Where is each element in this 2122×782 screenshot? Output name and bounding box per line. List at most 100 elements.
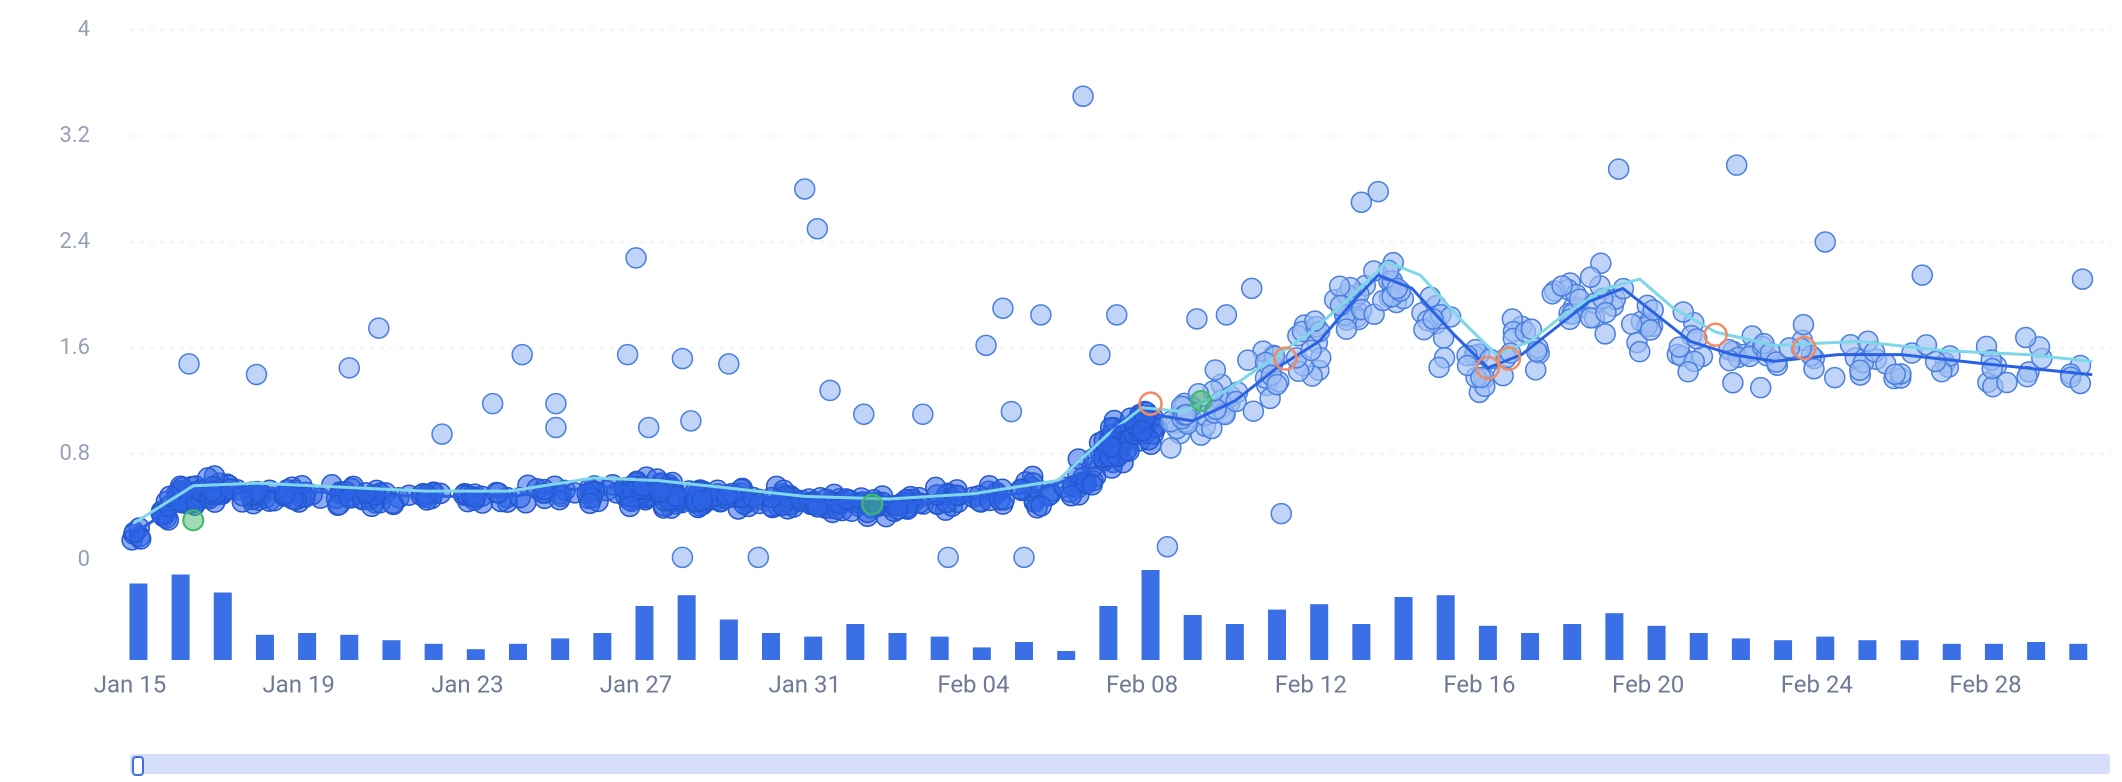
scatter-point bbox=[1429, 357, 1449, 377]
scatter-point bbox=[976, 335, 996, 355]
x-axis-tick-label: Jan 15 bbox=[94, 671, 166, 699]
scatter-point bbox=[1804, 359, 1824, 379]
time-range-scrollbar[interactable] bbox=[130, 754, 2110, 774]
volume-bar bbox=[509, 644, 527, 660]
scatter-point bbox=[1090, 345, 1110, 365]
scatter-point bbox=[432, 424, 452, 444]
scatter-point bbox=[1526, 360, 1546, 380]
scatter-point bbox=[993, 298, 1013, 318]
scatter-point bbox=[1912, 265, 1932, 285]
x-axis-tick-label: Jan 31 bbox=[768, 671, 840, 699]
y-axis-tick-label: 0 bbox=[78, 547, 90, 572]
scrollbar-thumb[interactable] bbox=[132, 756, 144, 776]
scatter-point bbox=[1187, 309, 1207, 329]
scatter-point bbox=[488, 483, 508, 503]
volume-bar bbox=[1943, 644, 1961, 660]
volume-bar bbox=[1437, 595, 1455, 660]
volume-bar bbox=[1563, 624, 1581, 660]
scatter-point bbox=[639, 418, 659, 438]
volume-bar bbox=[1732, 638, 1750, 660]
time-series-chart: 0 0.8 1.6 2.4 3.2 4 Jan 15 Jan 19 Jan 23 Jan 27 Ja… bbox=[0, 0, 2122, 782]
scatter-point bbox=[2016, 328, 2036, 348]
scatter-point bbox=[1841, 335, 1861, 355]
volume-bar bbox=[720, 620, 738, 661]
volume-bar bbox=[1015, 642, 1033, 660]
scatter-point bbox=[1630, 342, 1650, 362]
scatter-point bbox=[179, 354, 199, 374]
scatter-point bbox=[1157, 537, 1177, 557]
scatter-point bbox=[1815, 232, 1835, 252]
volume-bar bbox=[256, 635, 274, 660]
volume-bar bbox=[467, 649, 485, 660]
volume-bar bbox=[2069, 644, 2087, 660]
scatter-point bbox=[1014, 547, 1034, 567]
scatter-point bbox=[1622, 314, 1642, 334]
volume-bar bbox=[635, 606, 653, 660]
scatter-point bbox=[795, 179, 815, 199]
scatter-point bbox=[1082, 475, 1102, 495]
x-axis-tick-label: Feb 24 bbox=[1781, 671, 1853, 699]
volume-bar bbox=[172, 575, 190, 661]
volume-bar bbox=[1985, 644, 2003, 660]
volume-bar bbox=[129, 584, 147, 661]
scatter-point bbox=[1073, 86, 1093, 106]
scatter-point bbox=[1641, 320, 1661, 340]
scatter-point bbox=[1107, 305, 1127, 325]
scatter-point bbox=[339, 358, 359, 378]
scatter-point bbox=[1885, 364, 1905, 384]
scatter-point bbox=[1609, 159, 1629, 179]
scatter-point bbox=[672, 349, 692, 369]
scatter-point bbox=[247, 365, 267, 385]
volume-bar bbox=[1352, 624, 1370, 660]
scatter-point bbox=[2070, 373, 2090, 393]
scatter-point bbox=[1330, 276, 1350, 296]
scatter-point bbox=[854, 404, 874, 424]
volume-bar bbox=[1184, 615, 1202, 660]
x-axis-tick-label: Jan 27 bbox=[600, 671, 672, 699]
scatter-point bbox=[1216, 305, 1236, 325]
x-axis-tick-label: Feb 28 bbox=[1949, 671, 2021, 699]
volume-bar bbox=[1690, 633, 1708, 660]
x-axis-tick-label: Feb 08 bbox=[1106, 671, 1178, 699]
x-axis-tick-label: Jan 19 bbox=[262, 671, 334, 699]
x-axis-tick-label: Feb 16 bbox=[1443, 671, 1515, 699]
y-axis-tick-label: 1.6 bbox=[59, 335, 90, 360]
scatter-point bbox=[546, 394, 566, 414]
scatter-point bbox=[2072, 269, 2092, 289]
y-axis-tick-label: 4 bbox=[78, 17, 90, 42]
scatter-point bbox=[1420, 287, 1440, 307]
y-axis-tick-label: 0.8 bbox=[59, 441, 90, 466]
volume-bar bbox=[888, 633, 906, 660]
scatter-point bbox=[1581, 267, 1601, 287]
scatter-point bbox=[672, 547, 692, 567]
scatter-point bbox=[650, 482, 670, 502]
y-axis-tick-label: 3.2 bbox=[59, 123, 90, 148]
volume-bar bbox=[382, 640, 400, 660]
x-axis-tick-label: Feb 04 bbox=[937, 671, 1009, 699]
volume-bar bbox=[1268, 610, 1286, 660]
scatter-point bbox=[626, 248, 646, 268]
accent-marker bbox=[1191, 391, 1211, 411]
scatter-point bbox=[820, 380, 840, 400]
scatter-point bbox=[1061, 486, 1081, 506]
scatter-point bbox=[620, 496, 640, 516]
x-axis-tick-label: Jan 23 bbox=[431, 671, 503, 699]
scatter-point bbox=[512, 345, 532, 365]
scatter-point bbox=[1751, 378, 1771, 398]
scatter-point bbox=[1031, 496, 1051, 516]
volume-bar bbox=[846, 624, 864, 660]
volume-bar bbox=[551, 638, 569, 660]
scatter-point bbox=[681, 411, 701, 431]
volume-bar bbox=[973, 647, 991, 660]
scatter-point bbox=[1001, 402, 1021, 422]
scatter-point bbox=[534, 480, 554, 500]
volume-bar bbox=[298, 633, 316, 660]
x-axis-tick-label: Feb 20 bbox=[1612, 671, 1684, 699]
scatter-point bbox=[1997, 373, 2017, 393]
scatter-point bbox=[580, 493, 600, 513]
volume-bar bbox=[593, 633, 611, 660]
y-axis-tick-label: 2.4 bbox=[59, 229, 90, 254]
volume-bar bbox=[1142, 570, 1160, 660]
volume-bar bbox=[931, 637, 949, 660]
volume-bar bbox=[804, 637, 822, 660]
